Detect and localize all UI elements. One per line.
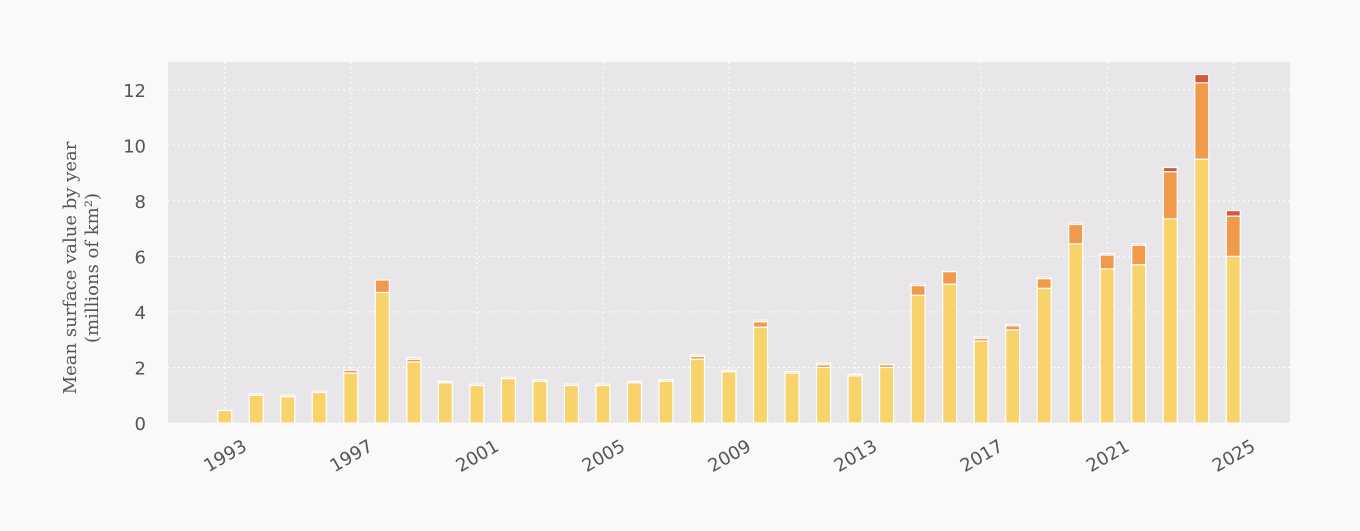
bar-segment <box>374 291 390 424</box>
bar-segment <box>469 384 485 424</box>
bar-segment <box>721 369 737 373</box>
y-label: Mean surface value by year <box>60 141 81 394</box>
bar-segment <box>752 326 769 424</box>
bar-segment <box>721 371 737 424</box>
bar-segment <box>1194 82 1210 160</box>
bar-segment <box>784 371 800 374</box>
bar-segment <box>784 372 800 424</box>
bar-segment <box>1225 209 1241 217</box>
bar-segment <box>1131 243 1147 246</box>
bar-segment <box>878 364 895 369</box>
bar-segment <box>689 358 706 424</box>
bar-segment <box>910 283 926 287</box>
bar-segment <box>406 361 422 424</box>
y-tick-label: 6 <box>135 247 146 268</box>
bar-segment <box>1068 223 1084 245</box>
bar-segment <box>1068 243 1084 424</box>
bar-segment <box>217 409 233 424</box>
bar-segment <box>595 383 611 387</box>
bar-segment <box>437 382 453 424</box>
bar-segment <box>1099 268 1115 424</box>
y-label-unit: (millions of km²) <box>82 193 103 343</box>
bar-segment <box>311 390 327 394</box>
x-tick-label: 2025 <box>1209 436 1259 477</box>
y-tick-label: 10 <box>123 136 146 157</box>
bar-segment <box>532 380 548 424</box>
bar-segment <box>437 380 453 384</box>
bar-segment <box>1005 329 1021 424</box>
bar-segment <box>626 382 643 424</box>
bar-segment <box>815 366 832 424</box>
y-tick-label: 8 <box>135 192 146 213</box>
bar-segment <box>658 379 674 382</box>
x-tick-label: 1993 <box>200 436 250 477</box>
y-axis-title: Mean surface value by year (millions of … <box>60 141 103 394</box>
bar-segment <box>1005 325 1021 331</box>
y-tick-label: 4 <box>135 303 146 324</box>
bar-segment <box>1162 171 1178 220</box>
x-tick-label: 1997 <box>326 436 376 477</box>
bar-segment <box>942 283 958 424</box>
bar-segment <box>532 379 548 382</box>
bar-segment <box>500 376 516 380</box>
x-tick-label: 2021 <box>1083 436 1133 477</box>
bar-segment <box>1194 73 1210 84</box>
y-tick-label: 12 <box>123 81 146 102</box>
bar-segment <box>280 396 296 424</box>
bar-segment <box>374 279 390 294</box>
bar-segment <box>942 271 958 285</box>
bar-segment <box>1005 323 1021 327</box>
x-tick-label: 2009 <box>705 436 755 477</box>
bar-segment <box>1036 278 1052 289</box>
bar-segment <box>469 383 485 387</box>
x-tick-label: 2005 <box>579 436 629 477</box>
bar-segment <box>500 377 516 424</box>
x-tick-label: 2013 <box>831 436 881 477</box>
bar-segment <box>1131 244 1147 266</box>
bar-segment <box>752 321 769 328</box>
bar-segment <box>406 357 422 360</box>
bar-segment <box>1099 253 1115 256</box>
bar-segment <box>847 375 863 424</box>
x-tick-label: 2001 <box>453 436 503 477</box>
bar-segment <box>973 340 989 424</box>
bar-segment <box>1036 276 1052 280</box>
bar-segment <box>248 393 264 396</box>
bar-segment <box>1131 264 1147 424</box>
bar-segment <box>1068 222 1084 226</box>
bar-segment <box>563 384 580 424</box>
bar-segment <box>563 383 580 387</box>
bar-segment <box>689 354 706 357</box>
bar-segment <box>910 294 926 424</box>
bar-segment <box>280 394 296 398</box>
bar-segment <box>343 369 359 374</box>
bar-segment <box>847 373 863 377</box>
bar-segment <box>595 384 611 424</box>
bar-segment <box>1162 166 1178 173</box>
bar-segment <box>658 380 674 424</box>
bar-segment <box>1036 287 1052 424</box>
bar-segment <box>626 380 643 384</box>
bar-segment <box>1225 255 1241 424</box>
bar-segment <box>248 394 264 424</box>
bar-segment <box>878 366 895 424</box>
bar-segment <box>973 336 989 339</box>
bar-segment <box>1162 218 1178 424</box>
bar-segment <box>752 319 769 323</box>
bar-segment <box>1194 158 1210 424</box>
y-tick-label: 2 <box>135 358 146 379</box>
bar-segment <box>815 362 832 366</box>
bar-segment <box>343 372 359 424</box>
y-tick-label: 0 <box>135 414 146 435</box>
bar-segment <box>910 284 926 296</box>
bar-segment <box>1099 254 1115 270</box>
bar-segment <box>1225 215 1241 257</box>
bar-segment <box>311 391 327 424</box>
x-tick-label: 2017 <box>957 436 1007 477</box>
